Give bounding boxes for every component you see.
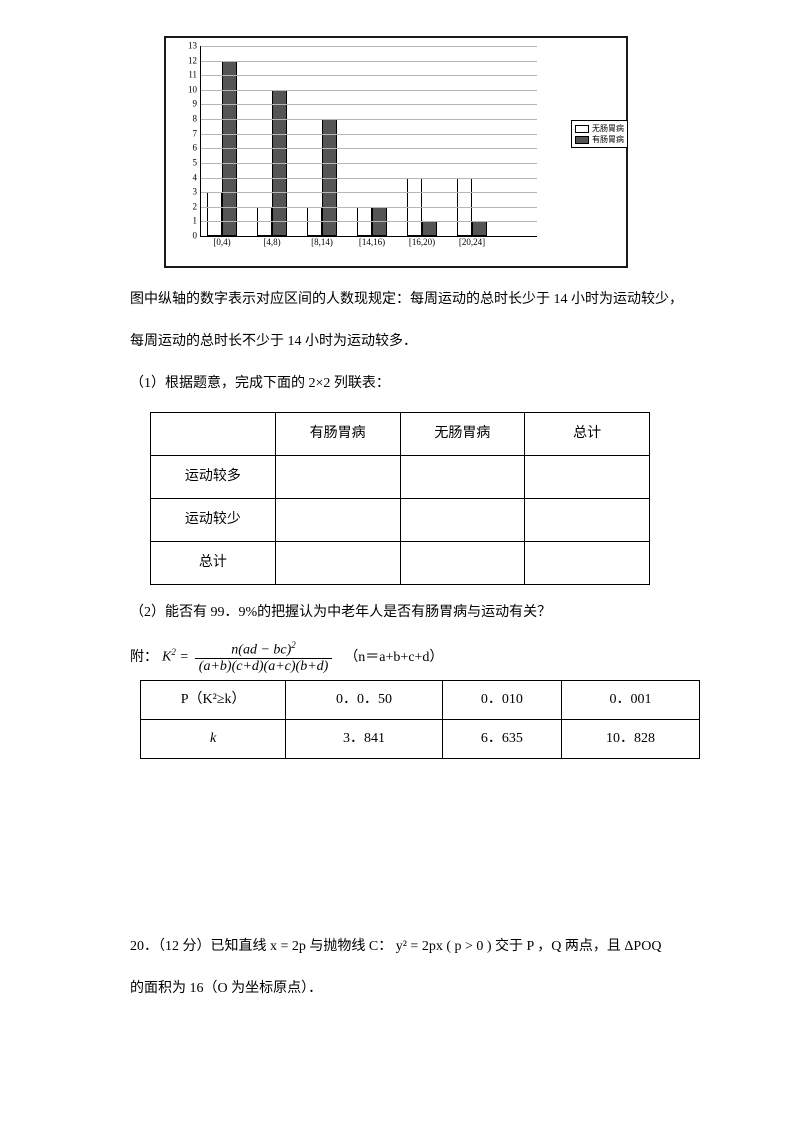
grid-line: [201, 104, 537, 105]
legend-has-disease: 有肠胃病: [575, 134, 624, 145]
rt-r4: 10．828: [562, 720, 700, 759]
ct-cell: [275, 499, 400, 542]
rt-h2: 0．0．50: [286, 681, 442, 720]
legend-swatch-no: [575, 125, 589, 133]
chart-axes: 012345678910111213[0,4)[4,8)[8,14)[14,16…: [200, 46, 537, 237]
ct-h2: 有肠胃病: [275, 413, 400, 456]
x-tick-label: [8,14): [303, 238, 341, 247]
k2-numerator: n(ad − bc)2: [195, 641, 333, 658]
ct-cell: [275, 542, 400, 585]
k2-formula: 附： K2 = n(ad − bc)2 (a+b)(c+d)(a+c)(b+d)…: [130, 641, 710, 674]
chart-plot-area: 012345678910111213[0,4)[4,8)[8,14)[14,16…: [166, 38, 626, 266]
x-tick-label: [4,8): [253, 238, 291, 247]
k2-lhs: K2 =: [162, 643, 189, 672]
n-definition: （n＝a+b+c+d）: [344, 644, 443, 672]
ct-r2: 运动较少: [151, 499, 276, 542]
grid-line: [201, 46, 537, 47]
y-tick-label: 2: [181, 202, 197, 211]
x-tick-label: [20,24]: [453, 238, 491, 247]
bar-has-disease: [422, 221, 437, 236]
grid-line: [201, 61, 537, 62]
rt-r3: 6．635: [442, 720, 561, 759]
y-tick-label: 11: [181, 71, 197, 80]
legend-label-no: 无肠胃病: [592, 123, 624, 134]
x-tick-label: [0,4): [203, 238, 241, 247]
table-row: 有肠胃病 无肠胃病 总计: [151, 413, 650, 456]
question-1: （1）根据题意，完成下面的 2×2 列联表：: [130, 370, 710, 398]
reference-table: P（K²≥k） 0．0．50 0．010 0．001 k 3．841 6．635…: [140, 680, 700, 759]
y-tick-label: 0: [181, 232, 197, 241]
grid-line: [201, 75, 537, 76]
table-row: P（K²≥k） 0．0．50 0．010 0．001: [141, 681, 700, 720]
y-tick-label: 4: [181, 173, 197, 182]
contingency-table: 有肠胃病 无肠胃病 总计 运动较多 运动较少 总计: [150, 412, 650, 585]
legend-swatch-has: [575, 136, 589, 144]
k2-denominator: (a+b)(c+d)(a+c)(b+d): [195, 658, 333, 674]
y-tick-label: 3: [181, 188, 197, 197]
ct-cell: [400, 456, 525, 499]
table-row: 总计: [151, 542, 650, 585]
ct-cell: [275, 456, 400, 499]
attach-label: 附：: [130, 644, 158, 672]
ct-cell: [400, 542, 525, 585]
ct-cell: [525, 456, 650, 499]
ct-h3: 无肠胃病: [400, 413, 525, 456]
table-row: 运动较多: [151, 456, 650, 499]
legend-label-has: 有肠胃病: [592, 134, 624, 145]
y-tick-label: 13: [181, 42, 197, 51]
grid-line: [201, 148, 537, 149]
y-tick-label: 8: [181, 115, 197, 124]
grid-line: [201, 207, 537, 208]
y-tick-label: 1: [181, 217, 197, 226]
y-tick-label: 5: [181, 158, 197, 167]
rt-h3: 0．010: [442, 681, 561, 720]
blank-space: [130, 769, 710, 919]
bar-has-disease: [472, 221, 487, 236]
bar-no-disease: [207, 192, 222, 236]
chart-caption-1: 图中纵轴的数字表示对应区间的人数现规定：每周运动的总时长少于 14 小时为运动较…: [130, 286, 710, 314]
grid-line: [201, 90, 537, 91]
y-tick-label: 9: [181, 100, 197, 109]
ct-r1: 运动较多: [151, 456, 276, 499]
histogram-chart: 012345678910111213[0,4)[4,8)[8,14)[14,16…: [164, 36, 628, 268]
rt-h4: 0．001: [562, 681, 700, 720]
k2-fraction: n(ad − bc)2 (a+b)(c+d)(a+c)(b+d): [195, 641, 333, 674]
chart-legend: 无肠胃病 有肠胃病: [571, 120, 628, 148]
y-tick-label: 6: [181, 144, 197, 153]
grid-line: [201, 163, 537, 164]
grid-line: [201, 192, 537, 193]
ct-cell: [525, 499, 650, 542]
grid-line: [201, 119, 537, 120]
grid-line: [201, 178, 537, 179]
question-2: （2）能否有 99．9%的把握认为中老年人是否有肠胃病与运动有关？: [130, 599, 710, 627]
rt-r2: 3．841: [286, 720, 442, 759]
ct-cell: [400, 499, 525, 542]
grid-line: [201, 221, 537, 222]
x-tick-label: [14,16): [353, 238, 391, 247]
y-tick-label: 7: [181, 129, 197, 138]
chart-caption-2: 每周运动的总时长不少于 14 小时为运动较多．: [130, 328, 710, 356]
question-20-line1: 20．（12 分）已知直线 x = 2p 与抛物线 C： y² = 2px ( …: [130, 933, 710, 961]
legend-no-disease: 无肠胃病: [575, 123, 624, 134]
y-tick-label: 10: [181, 85, 197, 94]
grid-line: [201, 134, 537, 135]
question-20-line2: 的面积为 16（O 为坐标原点）．: [130, 975, 710, 1003]
table-row: k 3．841 6．635 10．828: [141, 720, 700, 759]
rt-h1: P（K²≥k）: [141, 681, 286, 720]
ct-cell: [525, 542, 650, 585]
x-tick-label: [16,20): [403, 238, 441, 247]
table-row: 运动较少: [151, 499, 650, 542]
ct-h1: [151, 413, 276, 456]
ct-r3: 总计: [151, 542, 276, 585]
y-tick-label: 12: [181, 56, 197, 65]
rt-r1: k: [141, 720, 286, 759]
ct-h4: 总计: [525, 413, 650, 456]
